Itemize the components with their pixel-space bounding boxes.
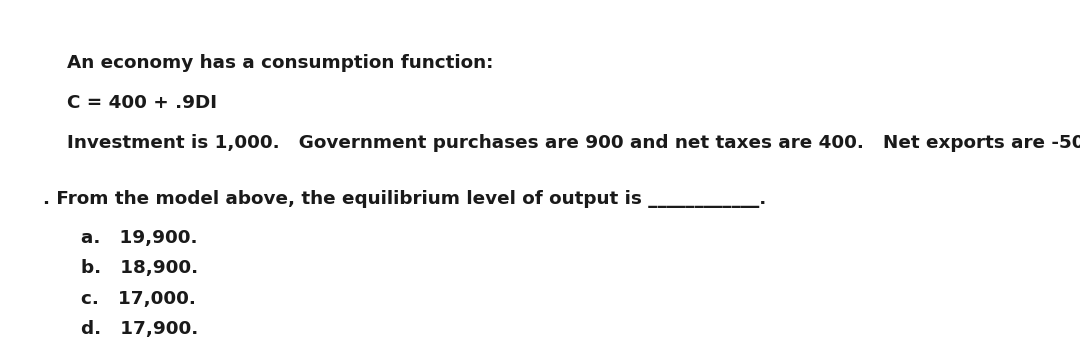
Text: . From the model above, the equilibrium level of output is ____________.: . From the model above, the equilibrium … [43, 190, 767, 208]
Text: b.   18,900.: b. 18,900. [81, 259, 198, 277]
Text: d.   17,900.: d. 17,900. [81, 320, 199, 338]
Text: Investment is 1,000.   Government purchases are 900 and net taxes are 400.   Net: Investment is 1,000. Government purchase… [67, 134, 1080, 152]
Text: C = 400 + .9DI: C = 400 + .9DI [67, 94, 217, 112]
Text: c.   17,000.: c. 17,000. [81, 290, 195, 308]
Text: An economy has a consumption function:: An economy has a consumption function: [67, 54, 494, 72]
Text: a.   19,900.: a. 19,900. [81, 229, 198, 247]
